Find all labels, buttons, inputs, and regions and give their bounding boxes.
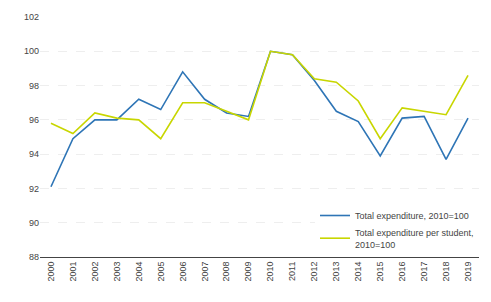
svg-text:2006: 2006	[178, 262, 188, 282]
svg-text:100: 100	[24, 46, 39, 56]
svg-text:2011: 2011	[287, 262, 297, 281]
svg-text:2005: 2005	[156, 262, 166, 282]
svg-text:96: 96	[29, 115, 39, 125]
svg-text:2017: 2017	[419, 262, 429, 282]
svg-text:2014: 2014	[353, 262, 363, 282]
svg-text:2003: 2003	[112, 262, 122, 282]
svg-text:2007: 2007	[200, 262, 210, 282]
svg-text:2019: 2019	[463, 262, 473, 282]
svg-text:92: 92	[29, 184, 39, 194]
svg-text:102: 102	[24, 12, 39, 22]
svg-text:2009: 2009	[243, 262, 253, 282]
svg-text:2013: 2013	[331, 262, 341, 282]
svg-text:94: 94	[29, 149, 39, 159]
svg-text:2004: 2004	[134, 262, 144, 282]
svg-text:2018: 2018	[441, 262, 451, 282]
svg-text:2008: 2008	[221, 262, 231, 282]
svg-text:98: 98	[29, 81, 39, 91]
svg-text:Total expenditure per student,: Total expenditure per student,2010=100	[355, 228, 474, 250]
svg-text:2012: 2012	[309, 262, 319, 282]
svg-text:2001: 2001	[68, 262, 78, 282]
svg-text:2000: 2000	[46, 262, 56, 282]
svg-text:90: 90	[29, 218, 39, 228]
svg-text:2010: 2010	[265, 262, 275, 282]
svg-text:2002: 2002	[90, 262, 100, 282]
svg-text:2015: 2015	[375, 262, 385, 282]
svg-text:88: 88	[29, 252, 39, 262]
svg-text:2016: 2016	[397, 262, 407, 282]
svg-text:Total expenditure, 2010=100: Total expenditure, 2010=100	[355, 211, 469, 221]
